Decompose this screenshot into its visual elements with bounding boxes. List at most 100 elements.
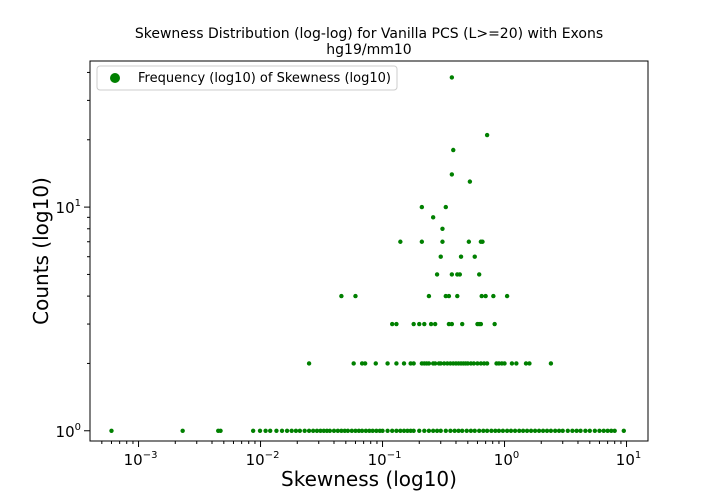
- data-point: [578, 428, 583, 433]
- data-point: [548, 361, 554, 366]
- data-point: [601, 428, 606, 433]
- data-point: [438, 361, 443, 366]
- data-point: [359, 361, 365, 366]
- data-point: [274, 428, 279, 433]
- data-point: [509, 361, 515, 366]
- data-point: [398, 239, 403, 244]
- data-point: [512, 428, 518, 433]
- data-point: [475, 361, 480, 366]
- data-point: [458, 254, 464, 259]
- data-point: [467, 179, 473, 184]
- data-point: [411, 428, 416, 433]
- data-point: [438, 428, 443, 433]
- data-point: [583, 428, 588, 433]
- data-point: [443, 293, 448, 299]
- data-point: [524, 428, 530, 433]
- x-tick-label: 101: [616, 450, 641, 469]
- data-point: [479, 293, 484, 299]
- data-point: [484, 361, 490, 366]
- axis-ticks: 10−3 10−2 10−1 100 101 100 101: [56, 71, 641, 469]
- data-point: [310, 428, 316, 433]
- data-point: [339, 428, 344, 433]
- data-point: [451, 147, 456, 153]
- data-point: [484, 132, 490, 138]
- data-point: [504, 293, 510, 299]
- data-point: [417, 321, 422, 327]
- data-point: [394, 321, 399, 327]
- x-tick-label: 10−2: [246, 450, 280, 469]
- data-point: [465, 361, 470, 366]
- data-point: [419, 204, 425, 210]
- data-point: [504, 428, 510, 433]
- data-point: [592, 428, 598, 433]
- data-point: [456, 428, 461, 433]
- data-point: [587, 428, 592, 433]
- y-axis-label: Counts (log10): [29, 177, 53, 325]
- data-point: [514, 361, 519, 366]
- data-point: [411, 321, 416, 327]
- y-tick-label: 100: [56, 422, 81, 441]
- data-point: [432, 361, 438, 366]
- data-point: [327, 428, 333, 433]
- data-point: [385, 361, 390, 366]
- data-point: [411, 361, 416, 366]
- chart-subtitle: hg19/mm10: [326, 42, 411, 58]
- data-point: [460, 321, 465, 327]
- data-point: [609, 428, 614, 433]
- data-point: [449, 75, 455, 80]
- data-point: [432, 321, 438, 327]
- data-point: [481, 428, 486, 433]
- data-point: [605, 428, 610, 433]
- data-point: [532, 428, 538, 433]
- data-point: [321, 428, 326, 433]
- data-point: [443, 428, 448, 433]
- data-point: [621, 428, 626, 433]
- data-point: [468, 428, 474, 433]
- data-point: [306, 361, 312, 366]
- data-point: [438, 254, 443, 259]
- data-point: [484, 428, 490, 433]
- data-point: [540, 428, 546, 433]
- data-point: [257, 428, 263, 433]
- data-point: [520, 428, 526, 433]
- data-point: [430, 428, 436, 433]
- data-point: [441, 361, 447, 366]
- data-point: [318, 428, 323, 433]
- data-point: [289, 428, 294, 433]
- data-point: [500, 428, 506, 433]
- data-point: [445, 361, 450, 366]
- data-point: [422, 428, 427, 433]
- data-point: [367, 428, 372, 433]
- data-point: [612, 428, 617, 433]
- data-point: [353, 293, 358, 299]
- x-tick-label: 100: [494, 450, 519, 469]
- x-axis-label: Skewness (log10): [281, 467, 457, 491]
- data-point: [449, 321, 455, 327]
- legend-box: [96, 65, 398, 91]
- data-point: [380, 428, 385, 433]
- data-point: [466, 239, 472, 244]
- data-point: [302, 428, 307, 433]
- data-point: [284, 428, 290, 433]
- data-point: [492, 321, 497, 327]
- data-point: [440, 239, 445, 244]
- data-point: [527, 361, 532, 366]
- data-point: [478, 361, 484, 366]
- data-point: [306, 428, 312, 433]
- data-point: [389, 428, 395, 433]
- data-point: [408, 361, 413, 366]
- data-point: [356, 428, 362, 433]
- data-point: [349, 428, 355, 433]
- data-point: [478, 321, 484, 327]
- data-point: [218, 428, 223, 433]
- data-point: [481, 361, 487, 366]
- data-point: [480, 239, 485, 244]
- data-point: [477, 428, 482, 433]
- data-point: [457, 272, 463, 277]
- data-point: [385, 428, 390, 433]
- data-point: [570, 428, 575, 433]
- data-point: [339, 293, 344, 299]
- data-point: [314, 428, 320, 433]
